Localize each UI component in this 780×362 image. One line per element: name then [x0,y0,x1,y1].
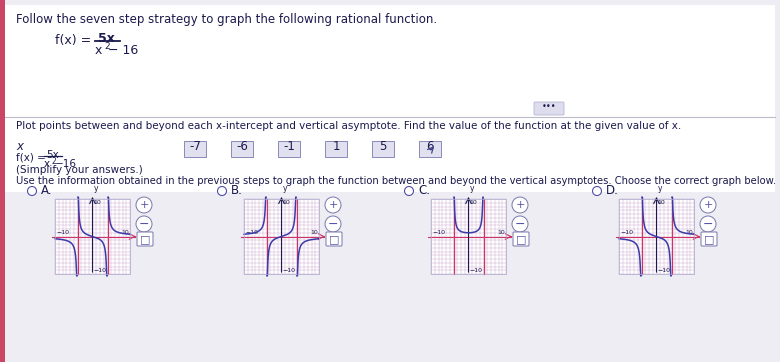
Text: −10: −10 [56,231,69,236]
Text: +: + [704,200,713,210]
Text: −10: −10 [282,268,296,273]
Text: 5: 5 [379,140,387,153]
Bar [184,141,206,157]
Bar [244,199,319,274]
Text: -1: -1 [283,140,295,153]
Text: D.: D. [606,184,619,197]
Text: A.: A. [41,184,52,197]
Bar [244,199,319,274]
Bar [55,199,130,274]
Text: y: y [658,184,662,193]
Text: y: y [94,184,98,193]
Text: -7: -7 [189,140,201,153]
Circle shape [218,186,226,195]
Text: − 16: − 16 [108,44,138,57]
Text: −10: −10 [432,231,445,236]
Text: x: x [138,232,143,241]
Text: f(x) =: f(x) = [16,152,46,162]
Text: 10: 10 [470,200,477,205]
Text: 5x: 5x [98,32,115,45]
FancyBboxPatch shape [701,232,717,246]
Text: 2: 2 [51,157,55,166]
Text: Use the information obtained in the previous steps to graph the function between: Use the information obtained in the prev… [16,176,776,186]
Text: +: + [328,200,338,210]
Bar [5,5,775,192]
Text: □: □ [516,234,526,244]
Text: −: − [139,218,149,231]
FancyBboxPatch shape [326,232,342,246]
Circle shape [325,197,341,213]
Text: •••: ••• [541,102,556,111]
Text: 10: 10 [282,200,290,205]
Circle shape [512,197,528,213]
Text: □: □ [328,234,339,244]
Text: x: x [44,159,50,169]
Text: +: + [140,200,149,210]
Text: y: y [283,184,288,193]
Text: x: x [514,232,519,241]
Circle shape [136,216,152,232]
Bar [55,199,130,274]
Text: −10: −10 [470,268,483,273]
Text: x: x [702,232,707,241]
Bar [0,0,5,362]
Text: Follow the seven step strategy to graph the following rational function.: Follow the seven step strategy to graph … [16,13,437,26]
Text: 10: 10 [498,231,505,236]
Circle shape [700,216,716,232]
Text: 6: 6 [426,140,434,153]
Bar [619,199,694,274]
Text: C.: C. [418,184,430,197]
FancyBboxPatch shape [137,232,153,246]
Text: 10: 10 [686,231,693,236]
Text: Plot points between and beyond each x-intercept and vertical asymptote. Find the: Plot points between and beyond each x-in… [16,121,681,131]
Text: 2: 2 [104,42,110,51]
Text: 10: 10 [94,200,101,205]
Text: B.: B. [231,184,243,197]
Circle shape [325,216,341,232]
Text: −: − [328,218,339,231]
Bar [372,141,394,157]
Circle shape [405,186,413,195]
Text: −: − [515,218,525,231]
Text: 10: 10 [121,231,129,236]
Bar [431,199,506,274]
Text: +: + [516,200,525,210]
Bar [231,141,253,157]
Circle shape [27,186,37,195]
Circle shape [512,216,528,232]
Text: −10: −10 [620,231,633,236]
Text: -6: -6 [236,140,248,153]
Text: f(x) =: f(x) = [55,34,91,47]
Bar [278,141,300,157]
Text: y: y [470,184,474,193]
Text: □: □ [704,234,714,244]
Text: 10: 10 [658,200,665,205]
Bar [325,141,347,157]
Text: 5x: 5x [46,150,58,160]
Text: x: x [327,232,332,241]
Text: −10: −10 [94,268,107,273]
Circle shape [700,197,716,213]
Text: □: □ [140,234,151,244]
Text: x: x [16,140,23,153]
FancyBboxPatch shape [513,232,529,246]
Text: 10: 10 [310,231,318,236]
Text: −: − [703,218,713,231]
Text: −10: −10 [245,231,258,236]
Circle shape [593,186,601,195]
FancyBboxPatch shape [534,102,564,115]
Text: (Simplify your answers.): (Simplify your answers.) [16,165,143,175]
Bar [431,199,506,274]
Text: x: x [95,44,102,57]
Circle shape [136,197,152,213]
Bar [419,141,441,157]
Bar [619,199,694,274]
Text: −16: −16 [55,159,77,169]
Text: −10: −10 [658,268,671,273]
Text: 1: 1 [332,140,340,153]
